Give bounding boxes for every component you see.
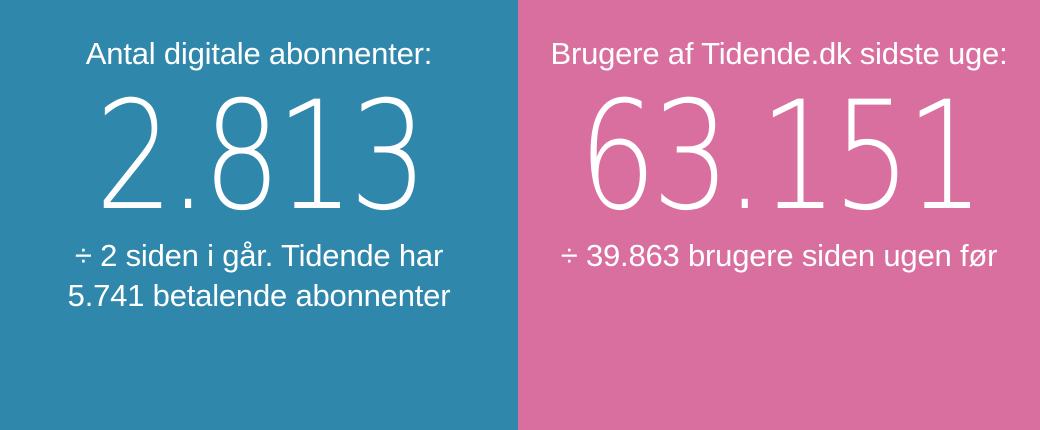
digital-subscribers-note: ÷ 2 siden i går. Tidende har 5.741 betal… [0, 236, 518, 316]
digital-subscribers-note-line-2: 5.741 betalende abonnenter [67, 278, 451, 313]
digital-subscribers-panel: Antal digitale abonnenter: 2.813 ÷ 2 sid… [0, 0, 518, 430]
digital-subscribers-label: Antal digitale abonnenter: [85, 36, 433, 71]
digital-subscribers-note-line-1: ÷ 2 siden i går. Tidende har [74, 238, 444, 273]
weekly-users-panel: Brugere af Tidende.dk sidste uge: 63.151… [518, 0, 1040, 430]
weekly-users-note-line-1: ÷ 39.863 brugere siden ugen før [560, 238, 998, 273]
weekly-users-note: ÷ 39.863 brugere siden ugen før [518, 236, 1040, 276]
digital-subscribers-count: 2.813 [95, 70, 427, 244]
weekly-users-label: Brugere af Tidende.dk sidste uge: [550, 36, 1008, 71]
weekly-users-count: 63.151 [578, 70, 985, 244]
